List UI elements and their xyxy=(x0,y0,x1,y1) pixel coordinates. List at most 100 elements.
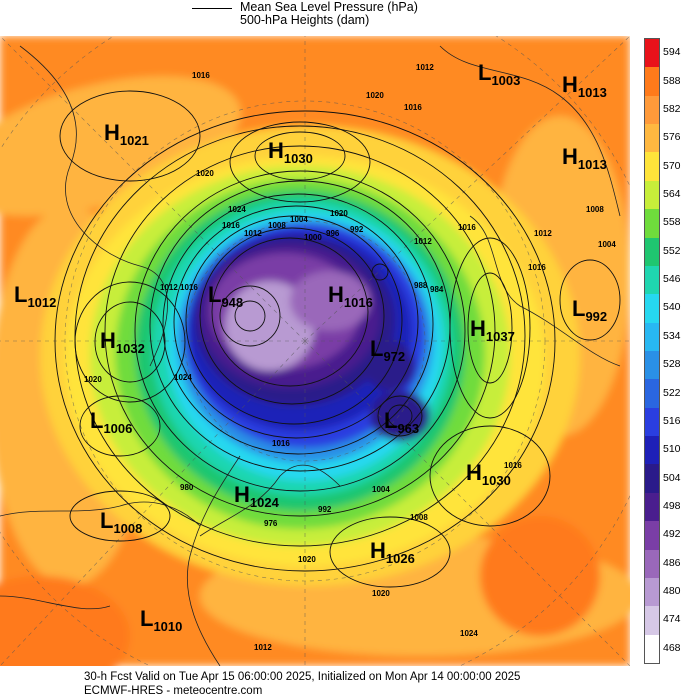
pressure-center-high: H1016 xyxy=(328,282,373,310)
pressure-center-value: 1026 xyxy=(386,551,415,566)
pressure-center-high: H1026 xyxy=(370,538,415,566)
pressure-center-letter: H xyxy=(466,460,482,485)
colorbar-level-label: 480 xyxy=(663,585,681,598)
colorbar-segment xyxy=(645,265,659,295)
pressure-center-value: 1006 xyxy=(103,421,132,436)
colorbar-level-label: 498 xyxy=(663,500,681,512)
colorbar-level-label: 588 xyxy=(663,74,681,87)
pressure-center-low: L1006 xyxy=(90,408,132,436)
isobar-value-label: 1020 xyxy=(372,589,390,598)
pressure-center-high: H1030 xyxy=(466,460,511,488)
pressure-center-value: 963 xyxy=(397,421,419,436)
pressure-center-high: H1037 xyxy=(470,316,515,344)
colorbar-level-label: 570 xyxy=(663,159,681,172)
forecast-valid-line: 30-h Fcst Valid on Tue Apr 15 06:00:00 2… xyxy=(84,671,521,683)
pressure-center-letter: H xyxy=(562,72,578,97)
pressure-center-letter: H xyxy=(104,120,120,145)
pressure-center-value: 1012 xyxy=(27,295,56,310)
pressure-center-high: H1013 xyxy=(562,144,607,172)
colorbar-segment xyxy=(645,407,659,437)
colorbar-segment xyxy=(645,549,659,579)
colorbar-level-label: 504 xyxy=(663,471,681,484)
colorbar-segment xyxy=(645,39,659,68)
isobar-value-label: 1016 xyxy=(222,221,240,230)
colorbar-level-label: 540 xyxy=(663,301,681,314)
colorbar-segment xyxy=(645,379,659,409)
pressure-center-value: 1030 xyxy=(284,151,313,166)
colorbar-segment xyxy=(645,464,659,494)
isobar-value-label: 1016 xyxy=(192,71,210,80)
pressure-center-high: H1032 xyxy=(100,328,145,356)
pressure-center-letter: H xyxy=(562,144,578,169)
isobar-value-label: 984 xyxy=(430,285,444,294)
isobar-value-label: 1020 xyxy=(366,91,384,100)
pressure-center-value: 992 xyxy=(585,309,607,324)
colorbar-level-label: 534 xyxy=(663,329,681,342)
colorbar-segment xyxy=(645,606,659,636)
pressure-center-value: 1008 xyxy=(113,521,142,536)
colorbar-level-label: 594 xyxy=(663,46,681,59)
isobar-labels: 1016102010121016102010241016101210081004… xyxy=(84,63,616,652)
colorbar-level-label: 474 xyxy=(663,613,681,626)
colorbar-level-label: 558 xyxy=(663,216,681,229)
pressure-center-value: 1013 xyxy=(578,157,607,172)
pressure-center-letter: L xyxy=(208,282,221,307)
isobar-value-label: 976 xyxy=(264,519,278,528)
heights-legend-label: 500-hPa Heights (dam) xyxy=(240,13,370,27)
colorbar-level-label: 564 xyxy=(663,188,681,200)
colorbar-level-label: 546 xyxy=(663,273,681,286)
isobar-value-label: 992 xyxy=(318,505,332,514)
chart-header: Mean Sea Level Pressure (hPa) 500-hPa He… xyxy=(0,0,681,36)
pressure-center-value: 1021 xyxy=(120,133,149,148)
colorbar-segment xyxy=(645,95,659,125)
colorbar-level-label: 510 xyxy=(663,443,681,456)
isobar-value-label: 1012 xyxy=(254,643,272,652)
pressure-center-low: L963 xyxy=(384,408,419,436)
pressure-center-high: H1024 xyxy=(234,482,280,510)
isobars xyxy=(54,90,621,588)
pressure-center-high: H1013 xyxy=(562,72,607,100)
pressure-center-low: L1008 xyxy=(100,508,142,536)
pressure-center-letter: H xyxy=(268,138,284,163)
pressure-center-value: 1013 xyxy=(578,85,607,100)
colorbar-segment xyxy=(645,521,659,551)
pressure-center-letter: H xyxy=(470,316,486,341)
pressure-center-value: 1030 xyxy=(482,473,511,488)
colorbar-level-label: 516 xyxy=(663,414,681,427)
isobar-value-label: 1020 xyxy=(330,209,348,218)
isobar-value-label: 1024 xyxy=(228,205,246,214)
pressure-center-letter: L xyxy=(90,408,103,433)
pressure-center-letter: L xyxy=(370,336,383,361)
pressure-center-value: 1037 xyxy=(486,329,515,344)
isobar-value-label: 1004 xyxy=(598,240,616,249)
isobar-value-label: 1020 xyxy=(84,375,102,384)
height-field xyxy=(0,36,630,666)
isobar-value-label: 1016 xyxy=(504,461,522,470)
pressure-center-high: H1021 xyxy=(104,120,149,148)
isobar-value-label: 1000 xyxy=(304,233,322,242)
colorbar-segment xyxy=(645,577,659,607)
pressure-center-value: 1010 xyxy=(153,619,182,634)
isobar-legend-line xyxy=(192,8,232,9)
pressure-center-low: L948 xyxy=(208,282,243,310)
isobar-value-label: 1024 xyxy=(460,629,478,638)
isobar-value-label: 1020 xyxy=(298,555,316,564)
pressure-center-letter: H xyxy=(234,482,250,507)
isobar-value-label: 1008 xyxy=(410,513,428,522)
colorbar-level-label: 576 xyxy=(663,131,681,144)
pressure-center-letter: L xyxy=(140,606,153,631)
isobar-value-label: 1024 xyxy=(174,373,192,382)
pressure-center-letter: H xyxy=(100,328,116,353)
isobar-value-label: 996 xyxy=(326,229,340,238)
pressure-center-value: 1024 xyxy=(250,495,280,510)
pressure-center-value: 1032 xyxy=(116,341,145,356)
pressure-center-letter: H xyxy=(370,538,386,563)
pressure-center-low: L992 xyxy=(572,296,607,324)
colorbar-level-label: 486 xyxy=(663,556,681,569)
colorbar-segment xyxy=(645,67,659,97)
weather-map: 1016 1020 1012 1016 1020 1024 1016 1012 1008 1004… xyxy=(0,36,630,666)
colorbar-segment xyxy=(645,209,659,239)
colorbar-segment xyxy=(645,322,659,352)
isobar-value-label: 980 xyxy=(180,483,194,492)
model-source-line: ECMWF-HRES - meteocentre.com xyxy=(84,685,263,697)
